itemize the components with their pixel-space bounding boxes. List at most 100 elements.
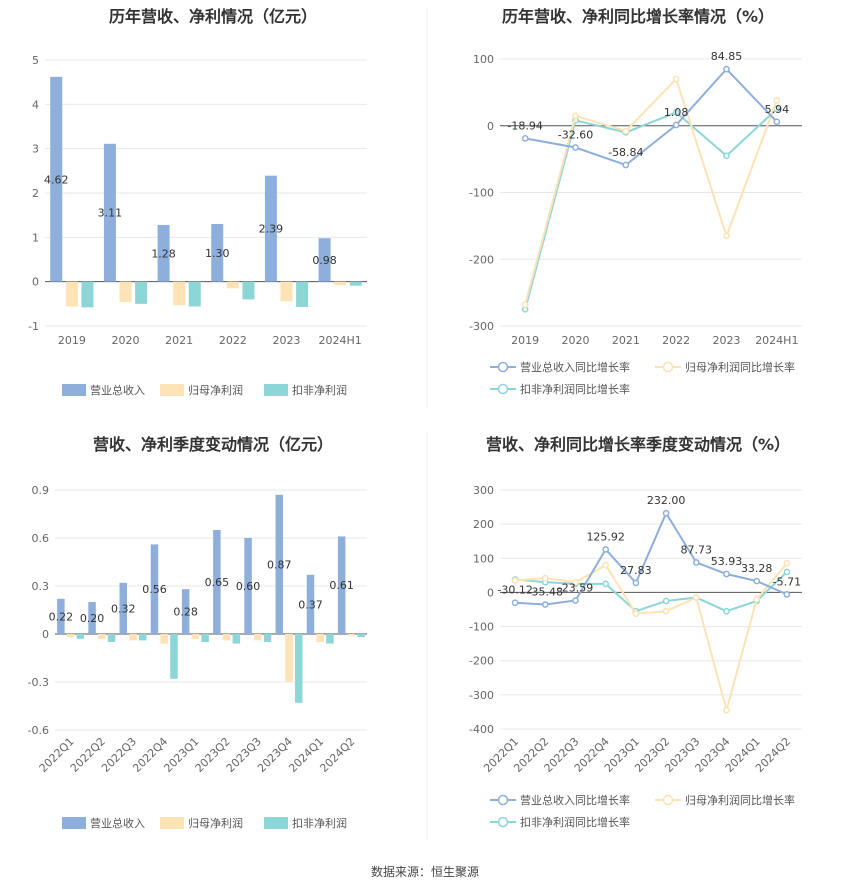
series-point: [672, 109, 680, 116]
point-value-label: 53.93: [711, 555, 743, 568]
bar-value-label: 0.60: [236, 580, 261, 593]
bar-value-label: 4.62: [44, 173, 69, 186]
x-tick-label: 2024H1: [755, 334, 798, 347]
series-point: [632, 579, 640, 587]
bar-value-label: 0.32: [111, 602, 136, 615]
series-point: [622, 127, 630, 135]
bar-value-label: 0.37: [298, 598, 323, 611]
bar-deducted-profit: [242, 281, 255, 300]
y-tick-label: 2: [32, 187, 39, 200]
series-point: [783, 568, 791, 576]
bar-deducted-profit: [81, 281, 94, 308]
legend-label: 归母净利润同比增长率: [685, 360, 795, 374]
chart-title: 历年营收、净利同比增长率情况（%）: [502, 7, 774, 26]
x-tick-label: 2020: [112, 334, 140, 347]
bar-revenue: [306, 574, 315, 634]
y-tick-label: 4: [32, 98, 39, 111]
bar-net-profit: [129, 634, 137, 641]
bar-net-profit: [347, 634, 356, 636]
y-tick-label: -200: [469, 253, 494, 266]
series-point: [773, 97, 781, 104]
point-value-label: 27.83: [620, 564, 652, 577]
legend-label: 扣非净利润: [292, 816, 347, 830]
y-tick-label: 3: [32, 143, 39, 156]
data-source-footer: 数据来源：恒生聚源: [371, 864, 479, 879]
y-tick-label: -400: [469, 723, 494, 736]
y-tick-label: -200: [469, 655, 494, 668]
x-tick-label: 2021: [612, 334, 640, 347]
y-tick-label: -1: [28, 320, 39, 333]
series-point: [602, 546, 610, 553]
bar-value-label: 1.30: [205, 247, 230, 260]
bar-deducted-profit: [138, 634, 147, 641]
y-tick-label: -0.6: [28, 724, 49, 737]
x-tick-label: 2019: [511, 334, 539, 347]
legend-label: 扣非净利润: [292, 383, 347, 397]
point-value-label: -5.71: [773, 575, 801, 588]
y-tick-label: 300: [473, 484, 494, 497]
bar-net-profit: [173, 281, 186, 306]
bar-deducted-profit: [326, 634, 334, 644]
point-value-label: 33.28: [741, 562, 773, 575]
legend-label: 营业总收入: [90, 383, 145, 397]
legend-label: 营业总收入同比增长率: [520, 360, 630, 374]
bar-net-profit: [226, 281, 239, 289]
x-tick-label: 2024H1: [319, 334, 362, 347]
bar-deducted-profit: [188, 281, 201, 307]
bar-revenue: [275, 494, 284, 634]
bar-net-profit: [222, 634, 231, 641]
series-line-deducted-profit: [515, 571, 788, 613]
x-tick-label: 2023: [713, 334, 741, 347]
point-value-label: 84.85: [711, 50, 743, 63]
bar-deducted-profit: [357, 634, 365, 638]
point-value-label: -58.84: [608, 146, 643, 159]
bar-value-label: 0.87: [267, 558, 292, 571]
bar-deducted-profit: [170, 634, 178, 679]
series-point: [521, 135, 529, 142]
legend-label: 营业总收入同比增长率: [520, 793, 630, 807]
series-point: [541, 574, 549, 582]
bar-value-label: 0.20: [80, 612, 105, 625]
series-point: [723, 607, 730, 615]
y-tick-label: -100: [469, 187, 494, 200]
bar-revenue: [244, 538, 252, 634]
bar-revenue: [181, 589, 190, 634]
bar-deducted-profit: [232, 634, 241, 644]
point-value-label: -35.48: [528, 586, 563, 599]
bar-deducted-profit: [349, 281, 362, 286]
y-tick-label: 0: [487, 120, 494, 133]
series-point: [632, 610, 640, 617]
series-point: [622, 161, 630, 169]
series-point: [672, 75, 680, 83]
series-line-deducted-profit: [524, 108, 778, 310]
bar-value-label: 0.56: [142, 583, 167, 596]
legend-label: 营业总收入: [90, 816, 145, 830]
series-point: [521, 301, 529, 308]
point-value-label: 87.73: [681, 543, 713, 556]
bar-net-profit: [191, 634, 200, 639]
series-point: [723, 706, 730, 714]
point-value-label: 125.92: [586, 530, 625, 543]
series-line-revenue: [524, 67, 778, 167]
y-tick-label: 0.9: [32, 484, 50, 497]
series-line-net-profit: [515, 562, 788, 715]
bar-revenue: [88, 602, 96, 634]
x-tick-label: 2021: [165, 334, 193, 347]
series-point: [662, 509, 670, 517]
bar-value-label: 3.11: [98, 207, 123, 220]
y-tick-label: -300: [469, 689, 494, 702]
legend-swatch: [62, 384, 86, 396]
bar-revenue: [318, 238, 331, 282]
legend-swatch: [264, 817, 288, 829]
quarterly-growth-chart: 营收、净利同比增长率季度变动情况（%） -400 -300 -200 -100 0 100 2…: [469, 435, 802, 829]
bar-net-profit: [316, 634, 324, 642]
bar-net-profit: [119, 281, 132, 303]
series-point: [753, 595, 761, 603]
legend-swatch: [264, 384, 288, 396]
bar-net-profit: [66, 634, 75, 638]
x-tick-label: 2024Q2: [317, 735, 357, 775]
y-tick-label: 200: [473, 518, 494, 531]
bar-deducted-profit: [201, 634, 209, 642]
y-tick-label: 1: [32, 231, 39, 244]
bar-value-label: 0.65: [205, 576, 230, 589]
